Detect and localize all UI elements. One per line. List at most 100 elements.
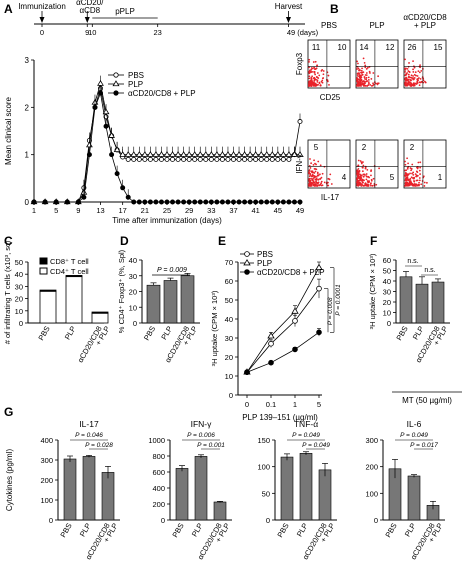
flow-dot [308,75,311,78]
y-tick-label: 50 [383,267,391,276]
panel-letter: C [4,234,13,248]
legend-marker [113,72,119,78]
flow-dot [405,81,407,84]
flow-dot [412,60,414,63]
data-point [296,150,304,157]
flow-dot [411,172,413,175]
data-point [163,150,171,157]
data-point [131,199,137,205]
flow-dot [309,179,312,182]
flow-dot [412,173,415,176]
flow-dot [416,171,419,174]
flow-dot [308,83,311,86]
flow-dot [365,72,368,74]
y-axis-title: Mean clinical score [4,96,13,165]
flow-dot [320,80,323,83]
data-point [153,156,159,162]
p-value: P = 0.0001 [335,284,342,316]
legend-label: CD4⁺ T cell [50,267,89,276]
y-axis-title: ³H uptake (CPM × 10³) [368,253,377,329]
data-point [53,199,59,205]
flow-dot [356,73,359,75]
timeline-arrow [285,17,291,23]
flow-dot [356,60,359,63]
flow-dot [360,78,363,81]
y-tick-label: 300 [365,436,378,445]
flow-dot [364,64,367,67]
flow-dot [372,177,375,180]
y-tick-label: 400 [40,436,53,445]
x-tick-label: 13 [96,206,104,215]
data-point [192,199,198,205]
data-point [97,79,104,86]
data-point [146,150,154,157]
flow-dot [413,66,416,69]
y-tick-label: 400 [152,484,165,493]
flow-dot [323,165,326,168]
flow-dot [364,66,367,69]
data-point [75,199,81,205]
flow-dot [316,174,319,177]
flow-dot [365,178,368,181]
column-header: PLP [369,21,384,30]
flow-dot [405,169,408,172]
flow-dot [420,70,423,72]
bar [63,458,77,521]
data-point [292,346,298,353]
data-point [214,156,220,162]
flow-dot [367,76,370,79]
flow-dot [362,84,365,87]
flow-dot [314,85,317,87]
p-value: P = 0.009 [157,267,187,274]
quadrant-value: 14 [360,43,369,52]
flow-dot [407,162,409,165]
x-tick-label: PLP [403,522,418,539]
flow-dot [311,67,314,70]
flow-dot [323,181,326,184]
flow-dot [375,82,377,85]
y-tick-label: 30 [129,272,137,281]
flow-dot [362,175,365,178]
x-tick-label: 0 [245,400,249,409]
flow-dot [418,169,421,172]
flow-dot [412,75,414,77]
flow-dot [358,179,361,182]
flow-dot [404,163,407,166]
flow-dot [308,178,310,181]
flow-dot [321,184,324,187]
flow-dot [359,173,361,176]
series-line [246,288,320,373]
data-point [274,150,282,157]
flow-dot [375,183,378,186]
data-point [141,150,149,157]
timeline-tick-label: 49 (days) [287,28,319,37]
legend-marker [244,251,250,257]
flow-dot [418,84,421,87]
panel-letter: D [120,234,129,248]
data-point [235,150,243,157]
data-point [252,150,260,157]
quadrant-value: 4 [342,173,347,182]
series-line [246,331,320,373]
flow-dot [410,84,412,87]
data-point [158,156,164,162]
flow-dot [317,160,320,163]
flow-dot [312,61,315,63]
flow-dot [360,71,362,74]
flow-dot [357,67,360,70]
legend-label: CD8⁺ T cell [50,257,89,266]
flow-dot [311,183,314,185]
data-point [102,108,110,115]
p-value: P = 0.017 [410,442,438,449]
y-tick-label: 200 [365,463,378,472]
flow-dot [362,164,365,167]
flow-dot [422,175,425,178]
flow-dot [309,158,311,160]
x-tick-label: 29 [185,206,193,215]
flow-dot [406,157,409,160]
flow-dot [316,171,319,174]
x-tick-label: 0.1 [266,400,276,409]
flow-dot [404,179,407,182]
flow-dot [360,174,363,177]
flow-dot [314,170,317,173]
